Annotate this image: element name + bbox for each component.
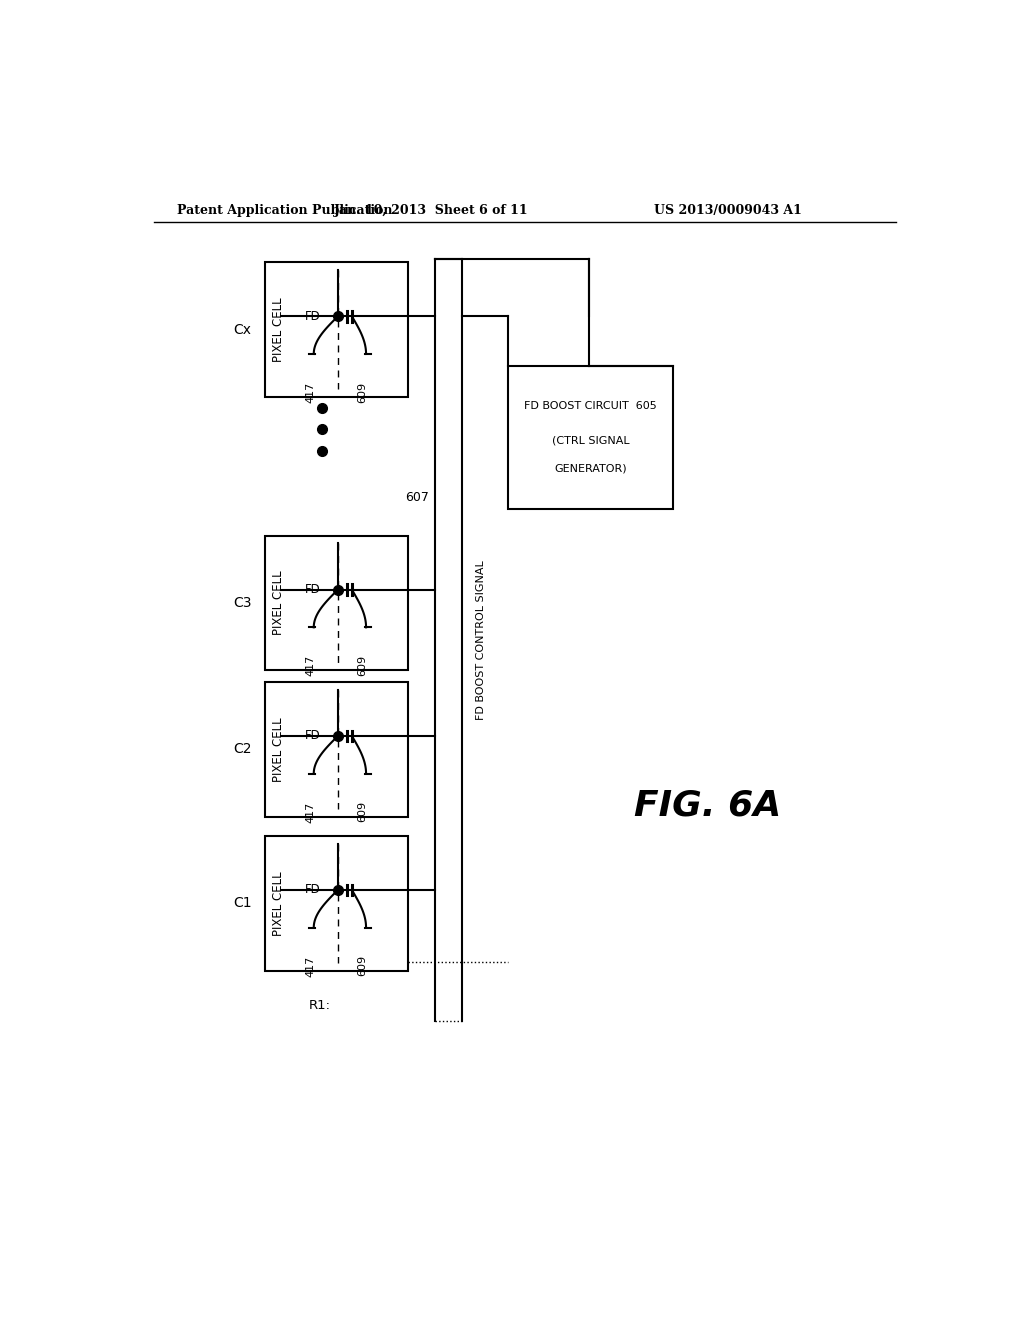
Bar — [265, 836, 408, 970]
Bar — [265, 263, 408, 397]
Text: C1: C1 — [232, 896, 252, 911]
Text: 417: 417 — [306, 381, 315, 403]
Bar — [265, 682, 408, 817]
Text: R1:: R1: — [308, 999, 331, 1012]
Text: Patent Application Publication: Patent Application Publication — [177, 205, 392, 218]
Text: FD BOOST CONTROL SIGNAL: FD BOOST CONTROL SIGNAL — [475, 560, 485, 719]
Text: Cx: Cx — [233, 322, 252, 337]
Text: (CTRL SIGNAL: (CTRL SIGNAL — [552, 436, 630, 445]
Text: PIXEL CELL: PIXEL CELL — [272, 570, 285, 635]
Text: 607: 607 — [404, 491, 429, 504]
Text: PIXEL CELL: PIXEL CELL — [272, 717, 285, 781]
Text: FD: FD — [305, 730, 321, 742]
Bar — [265, 536, 408, 671]
Text: FD BOOST CIRCUIT  605: FD BOOST CIRCUIT 605 — [524, 401, 657, 412]
Text: C2: C2 — [232, 742, 252, 756]
Bar — [508, 366, 674, 508]
Text: C3: C3 — [232, 597, 252, 610]
Text: GENERATOR): GENERATOR) — [554, 463, 627, 474]
Text: FD: FD — [305, 310, 321, 323]
Text: PIXEL CELL: PIXEL CELL — [272, 871, 285, 936]
Text: 609: 609 — [357, 381, 368, 403]
Text: FD: FD — [305, 883, 321, 896]
Text: FD: FD — [305, 583, 321, 597]
Text: 417: 417 — [306, 655, 315, 676]
Text: 417: 417 — [306, 801, 315, 822]
Text: 609: 609 — [357, 956, 368, 977]
Text: 609: 609 — [357, 801, 368, 822]
Text: US 2013/0009043 A1: US 2013/0009043 A1 — [654, 205, 802, 218]
Text: Jan. 10, 2013  Sheet 6 of 11: Jan. 10, 2013 Sheet 6 of 11 — [334, 205, 528, 218]
Text: PIXEL CELL: PIXEL CELL — [272, 297, 285, 362]
Text: 609: 609 — [357, 655, 368, 676]
Text: FIG. 6A: FIG. 6A — [635, 788, 781, 822]
Text: 417: 417 — [306, 956, 315, 977]
